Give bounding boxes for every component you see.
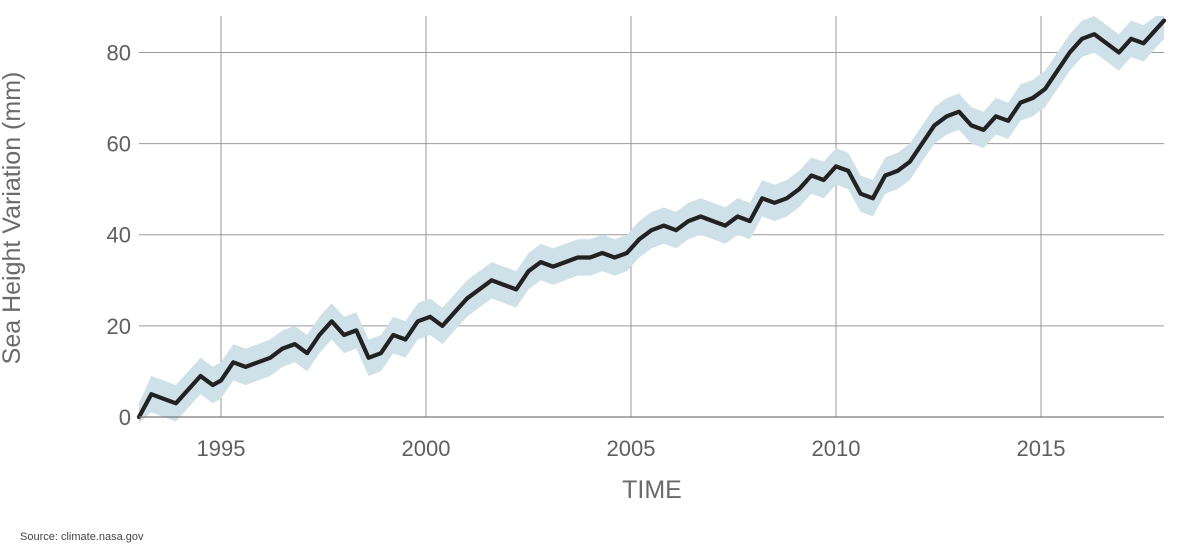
- grid: [139, 16, 1164, 417]
- source-note: Source: climate.nasa.gov: [20, 531, 144, 543]
- uncertainty-band: [139, 16, 1164, 423]
- y-tick-label: 0: [119, 405, 131, 430]
- x-tick-label: 2000: [402, 436, 451, 461]
- y-tick-label: 20: [107, 314, 131, 339]
- y-axis-title: Sea Height Variation (mm): [0, 72, 26, 365]
- sea-height-line: [136, 18, 1167, 420]
- x-tick-labels: 1995 2000 2005 2010 2015: [197, 436, 1066, 461]
- y-tick-labels: 0 20 40 60 80: [107, 40, 131, 430]
- x-tick-label: 1995: [197, 436, 246, 461]
- y-tick-label: 40: [107, 223, 131, 248]
- x-axis-title: TIME: [622, 476, 682, 504]
- x-tick-label: 2005: [607, 436, 656, 461]
- y-tick-label: 60: [107, 132, 131, 157]
- x-tick-label: 2015: [1017, 436, 1066, 461]
- x-tick-label: 2010: [812, 436, 861, 461]
- y-tick-label: 80: [107, 40, 131, 65]
